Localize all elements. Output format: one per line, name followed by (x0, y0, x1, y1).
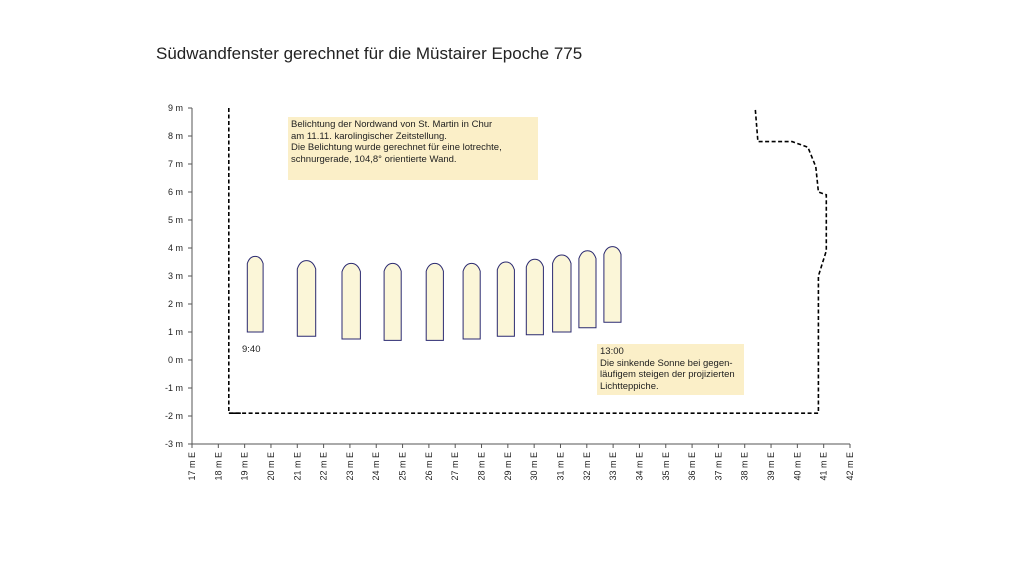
x-tick-label: 25 m E (398, 452, 408, 481)
light-patch-11 (603, 246, 622, 323)
y-tick-label: 8 m (168, 131, 183, 141)
y-tick-label: 0 m (168, 355, 183, 365)
note-bottom-line-4: Lichtteppiche. (600, 380, 659, 392)
y-tick-label: 1 m (168, 327, 183, 337)
x-tick-label: 29 m E (503, 452, 513, 481)
y-tick-label: -3 m (165, 439, 183, 449)
x-tick-label: 38 m E (740, 452, 750, 481)
light-patch-2 (296, 260, 317, 337)
x-tick-label: 40 m E (792, 452, 802, 481)
x-tick-label: 18 m E (213, 452, 223, 481)
light-patch-4 (383, 262, 402, 341)
light-patch-6 (462, 262, 481, 340)
light-patch-1 (246, 255, 264, 333)
x-tick-label: 31 m E (555, 452, 565, 481)
y-tick-label: 6 m (168, 187, 183, 197)
x-tick-label: 24 m E (371, 452, 381, 481)
y-tick-label: 5 m (168, 215, 183, 225)
note-top-line-2: am 11.11. karolingischer Zeitstellung. (291, 130, 447, 142)
light-patch-5 (425, 262, 444, 341)
x-tick-label: 22 m E (319, 452, 329, 481)
y-tick-label: 2 m (168, 299, 183, 309)
note-bottom: 13:00 Die sinkende Sonne bei gegen- läuf… (597, 344, 744, 395)
x-tick-label: 34 m E (634, 452, 644, 481)
note-top: Belichtung der Nordwand von St. Martin i… (288, 117, 538, 180)
x-tick-label: 28 m E (477, 452, 487, 481)
y-tick-label: 4 m (168, 243, 183, 253)
x-tick-label: 17 m E (187, 452, 197, 481)
light-patch-9 (552, 254, 572, 333)
note-bottom-line-3: läufigem steigen der projizierten (600, 369, 735, 380)
x-tick-label: 41 m E (819, 452, 829, 481)
light-patch-3 (341, 262, 361, 340)
x-tick-label: 26 m E (424, 452, 434, 481)
note-top-line-3: Die Belichtung wurde gerechnet für eine … (291, 142, 502, 153)
wall-layer (228, 107, 828, 415)
x-tick-label: 21 m E (292, 452, 302, 481)
x-tick-label: 27 m E (450, 452, 460, 481)
slide-title: Südwandfenster gerechnet für die Müstair… (156, 44, 583, 63)
y-tick-label: -2 m (165, 411, 183, 421)
light-patch-7 (496, 261, 515, 337)
light-patch-10 (578, 250, 597, 329)
wall-outline (228, 107, 828, 415)
x-tick-label: 32 m E (582, 452, 592, 481)
light-patch-8 (525, 258, 544, 336)
x-tick-label: 33 m E (608, 452, 618, 481)
x-tick-label: 35 m E (661, 452, 671, 481)
x-tick-label: 37 m E (713, 452, 723, 481)
y-tick-label: -1 m (165, 383, 183, 393)
note-top-line-1: Belichtung der Nordwand von St. Martin i… (291, 119, 493, 130)
note-top-line-4: schnurgerade, 104,8° orientierte Wand. (291, 153, 457, 165)
x-tick-label: 23 m E (345, 452, 355, 481)
light-patches (246, 246, 622, 341)
start-time-label: 9:40 (242, 344, 261, 355)
x-tick-label: 36 m E (687, 452, 697, 481)
x-tick-label: 30 m E (529, 452, 539, 481)
x-tick-label: 39 m E (766, 452, 776, 481)
axes-layer: 9 m 8 m 7 m 6 m 5 m 4 m 3 m 2 m 1 m 0 m -1 m -2 m -3… (165, 103, 855, 481)
x-tick-label: 42 m E (845, 452, 855, 481)
y-tick-label: 3 m (168, 271, 183, 281)
x-tick-label: 19 m E (240, 452, 250, 481)
x-tick-label: 20 m E (266, 452, 276, 481)
note-bottom-line-2: Die sinkende Sonne bei gegen- (600, 357, 733, 369)
y-tick-label: 7 m (168, 159, 183, 169)
note-bottom-line-1: 13:00 (600, 346, 624, 357)
y-tick-label: 9 m (168, 103, 183, 113)
